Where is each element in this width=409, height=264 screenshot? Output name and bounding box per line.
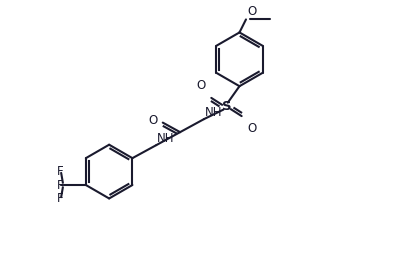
Text: O: O	[149, 114, 158, 127]
Text: F: F	[56, 178, 63, 191]
Text: S: S	[222, 101, 231, 114]
Text: F: F	[56, 165, 63, 178]
Text: O: O	[196, 79, 206, 92]
Text: O: O	[247, 122, 256, 135]
Text: NH: NH	[205, 106, 222, 119]
Text: O: O	[248, 5, 257, 18]
Text: NH: NH	[157, 132, 175, 145]
Text: F: F	[56, 192, 63, 205]
